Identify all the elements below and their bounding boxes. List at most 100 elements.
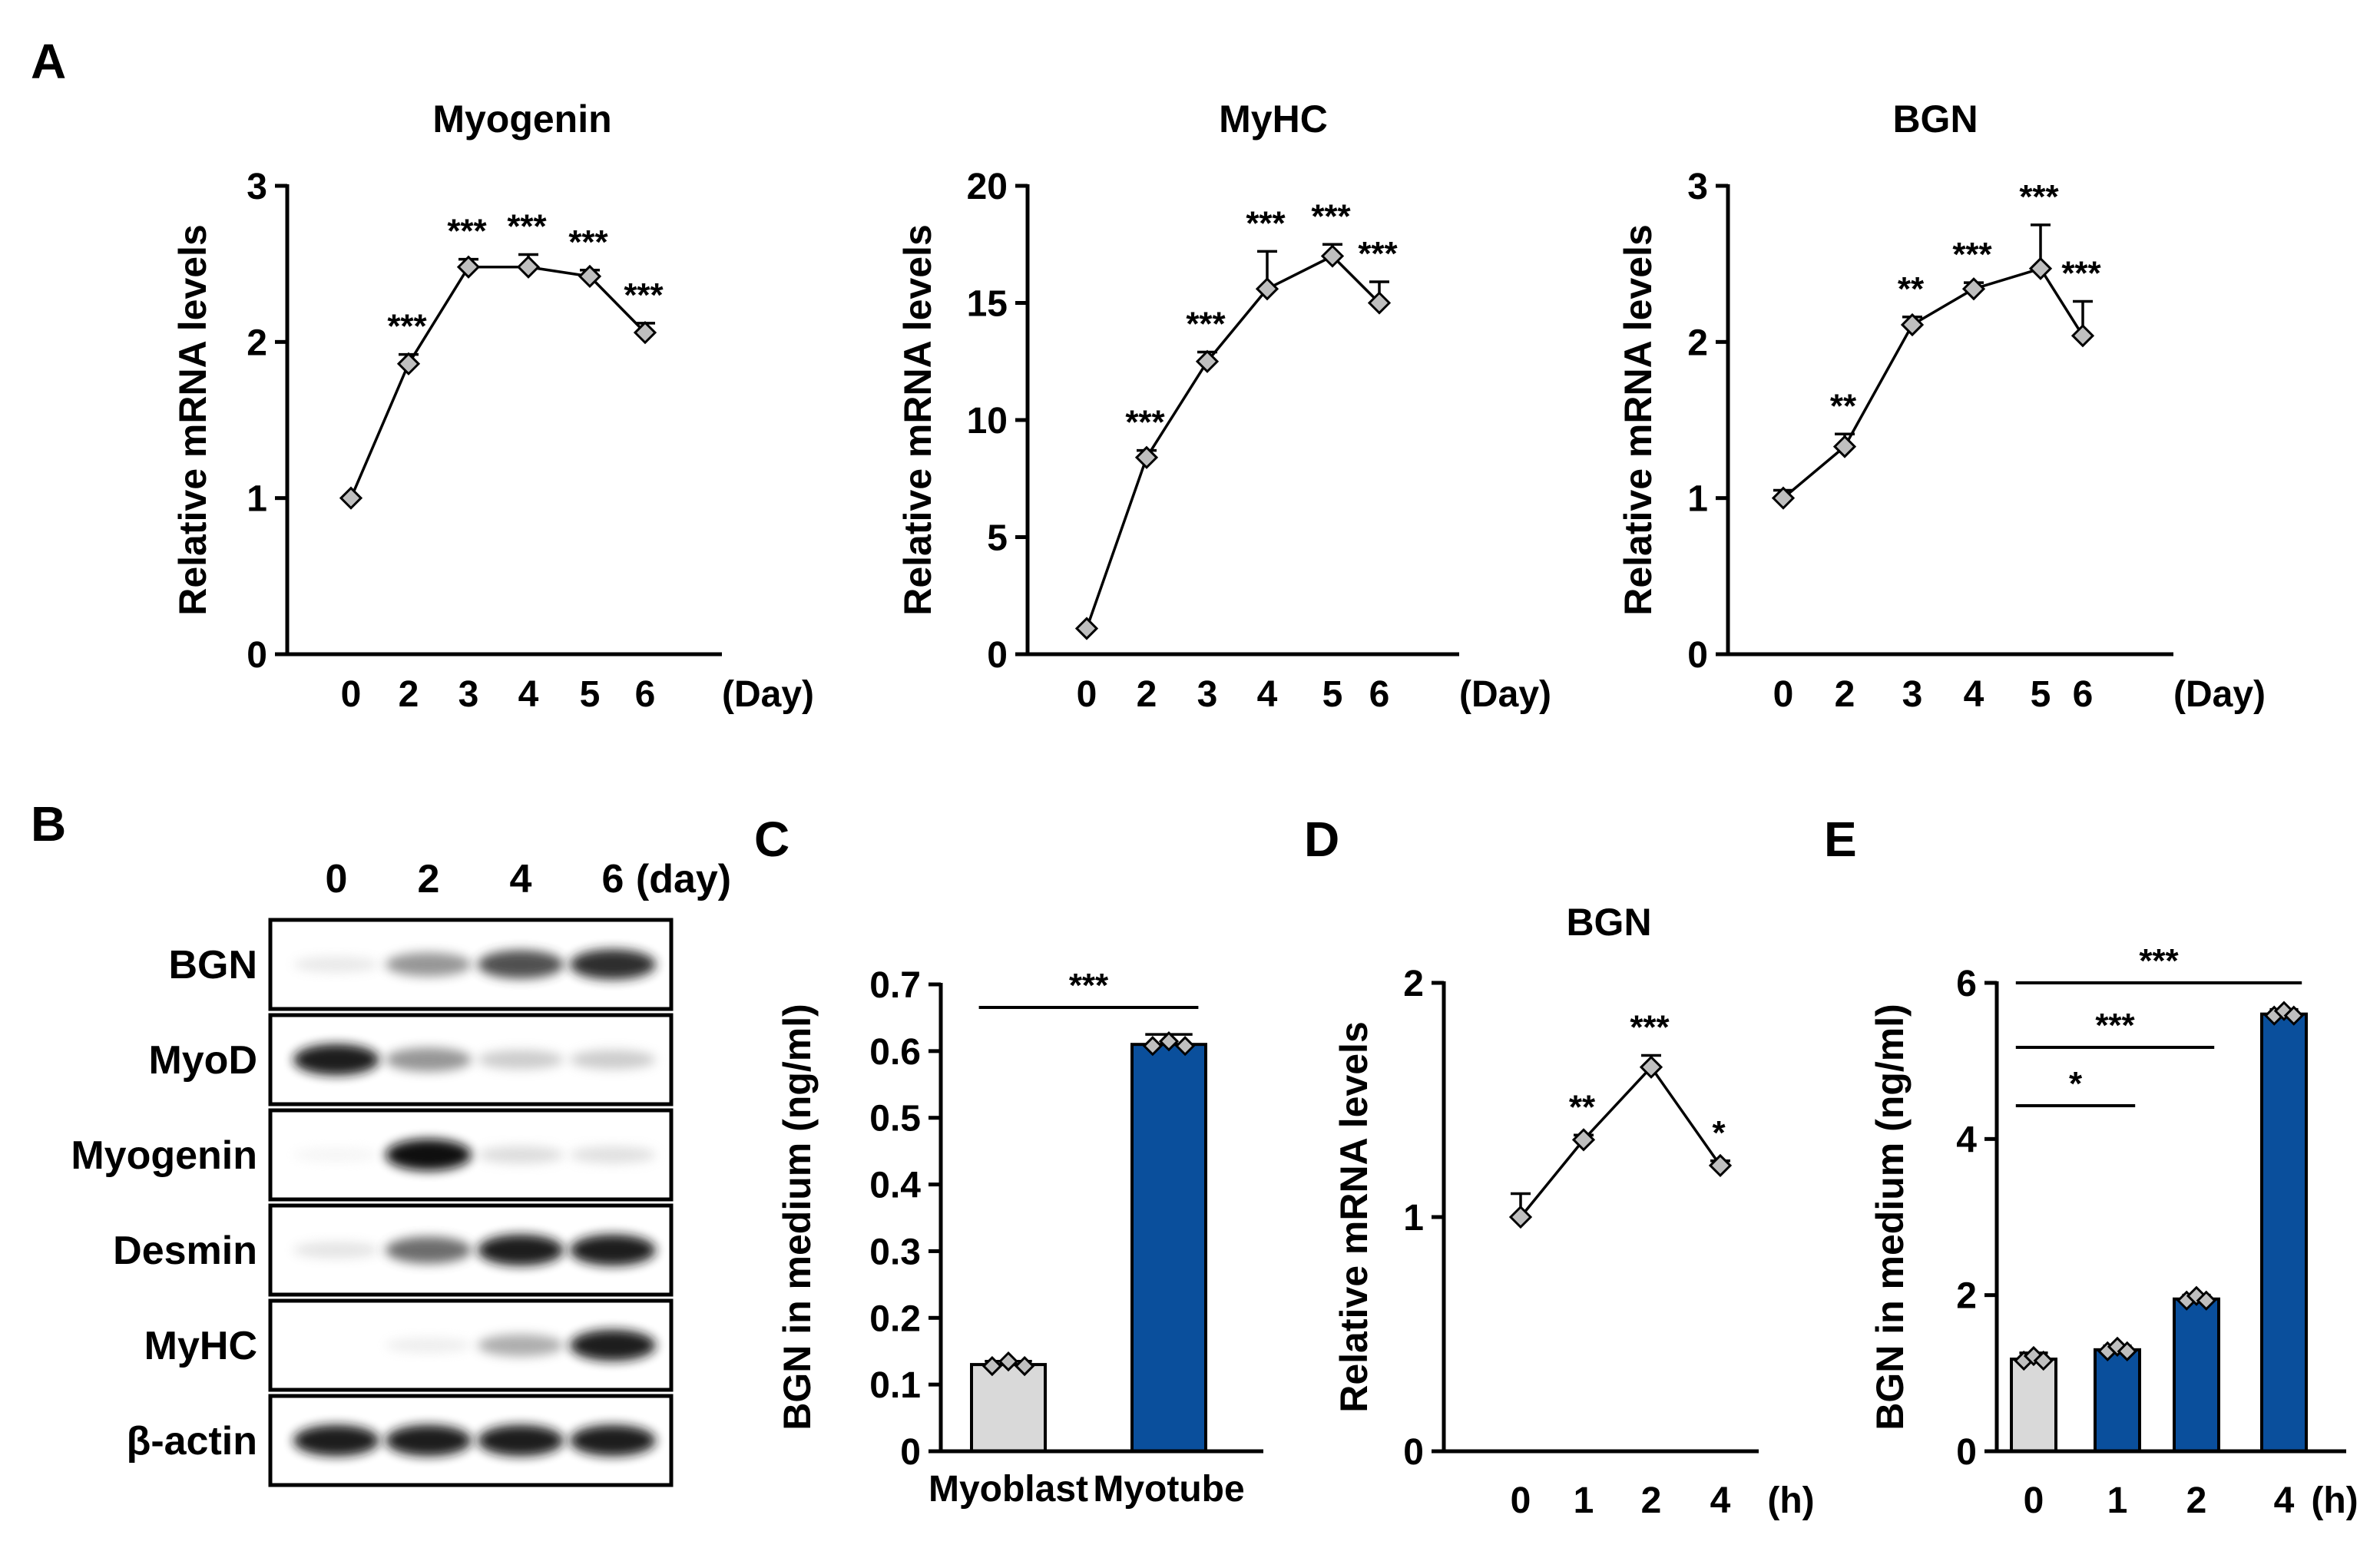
replicate-point: [998, 1351, 1019, 1372]
x-tick-label: Myoblast: [928, 1469, 1088, 1510]
data-point: [1195, 349, 1220, 373]
x-tick-label: 3: [1902, 674, 1923, 715]
chart-c-bgn-medium: 0 0.1 0.2 0.3 0.4 0.5 0.6 0.7 BGN in medium (ng/…: [776, 965, 1263, 1510]
y-tick-label: 2: [1956, 1276, 1977, 1317]
replicate-point: [2196, 1290, 2216, 1311]
significance-label: ***: [2139, 942, 2179, 980]
x-tick-label: 3: [1197, 674, 1218, 715]
panel-letter-d: D: [1304, 812, 1339, 867]
blot-band: [570, 1329, 656, 1361]
blot-band: [478, 1334, 564, 1357]
lane-label: 4: [510, 857, 532, 901]
y-axis-label: Relative mRNA levels: [896, 224, 939, 616]
significance-label: ***: [387, 308, 427, 346]
significance-label: ***: [624, 276, 664, 314]
data-point: [1639, 1055, 1663, 1079]
significance-label: ***: [1246, 204, 1286, 242]
x-tick-label: 3: [458, 674, 479, 715]
significance-label: ***: [2019, 178, 2059, 216]
y-tick-label: 0.3: [869, 1232, 921, 1272]
blot-band: [570, 1234, 656, 1266]
blot-row-label: MyoD: [148, 1038, 257, 1083]
y-axis-label: Relative mRNA levels: [1617, 224, 1660, 616]
panel-letter-b: B: [31, 796, 66, 852]
replicate-point: [2033, 1350, 2054, 1371]
blot-band: [570, 949, 656, 980]
x-tick-label: 1: [2107, 1480, 2128, 1521]
blot-band: [478, 1234, 564, 1266]
data-point: [339, 486, 363, 510]
bar: [2010, 1358, 2057, 1453]
bar: [2173, 1297, 2220, 1453]
series-line: [1782, 266, 2084, 500]
data-point: [1771, 486, 1796, 510]
y-tick-label: 0: [900, 1432, 921, 1473]
lane-label: 6: [602, 857, 624, 901]
x-tick-label: Myotube: [1093, 1469, 1244, 1510]
significance-label: ***: [1125, 404, 1165, 442]
data-point: [578, 264, 602, 289]
series-line: [1519, 1065, 1722, 1219]
y-tick-label: 1: [1687, 479, 1708, 520]
data-point: [2028, 256, 2053, 280]
significance-label: ***: [447, 213, 487, 250]
x-tick-label: 0: [2024, 1480, 2044, 1521]
significance-label: *: [2069, 1065, 2083, 1103]
data-point: [1508, 1205, 1533, 1229]
chart-title: BGN: [1892, 98, 1978, 141]
data-point: [1320, 244, 1345, 268]
x-tick-label: 0: [1077, 674, 1097, 715]
series-line: [1085, 254, 1381, 630]
y-tick-label: 0.5: [869, 1099, 921, 1140]
y-tick-label: 6: [1956, 964, 1977, 1004]
y-tick-label: 0: [1956, 1432, 1977, 1473]
blot-band: [293, 1424, 379, 1457]
x-tick-label: 0: [1773, 674, 1794, 715]
blot-row-label: MyHC: [144, 1324, 257, 1368]
data-point: [1708, 1153, 1733, 1178]
x-tick-label: 1: [1574, 1480, 1594, 1521]
x-tick-label: 2: [1835, 674, 1855, 715]
y-tick-label: 15: [967, 284, 1008, 325]
significance-label: ***: [2061, 254, 2101, 292]
x-tick-label: 6: [1369, 674, 1390, 715]
y-tick-label: 0.1: [869, 1365, 921, 1406]
y-tick-label: 0: [987, 635, 1008, 676]
blot-row-label: Desmin: [113, 1229, 257, 1273]
y-axis-label: Relative mRNA levels: [1332, 1021, 1375, 1413]
lane-label: 0: [326, 857, 348, 901]
x-tick-label: 2: [2186, 1480, 2207, 1521]
data-point: [1571, 1128, 1596, 1152]
chart-title: MyHC: [1219, 98, 1328, 141]
y-tick-label: 10: [967, 401, 1008, 442]
data-point: [633, 321, 657, 345]
x-unit-label: (Day): [1459, 674, 1551, 715]
panel-letter-c: C: [754, 812, 789, 867]
y-tick-label: 0.2: [869, 1298, 921, 1339]
x-tick-label: 2: [399, 674, 419, 715]
x-tick-label: 4: [2274, 1480, 2295, 1521]
significance-label: ***: [1358, 235, 1398, 273]
data-point: [1255, 277, 1279, 301]
y-tick-label: 1: [1403, 1198, 1424, 1239]
x-tick-label: 0: [341, 674, 362, 715]
y-tick-label: 0.4: [869, 1166, 921, 1206]
series-line: [349, 265, 647, 499]
x-tick-label: 2: [1137, 674, 1157, 715]
replicate-point: [1142, 1036, 1164, 1057]
x-tick-label: 2: [1641, 1480, 1662, 1521]
significance-label: ***: [1630, 1009, 1670, 1047]
western-blot-panel: 0 2 4 6 (day) BGN MyoD Myogenin Desmin MyHC β-acti…: [71, 857, 731, 1487]
y-tick-label: 3: [1687, 167, 1708, 207]
x-tick-label: 5: [2031, 674, 2051, 715]
x-unit-label: (Day): [2173, 674, 2266, 715]
replicate-point: [2283, 1005, 2304, 1026]
blot-band: [293, 1242, 379, 1259]
blot-band: [293, 1147, 379, 1163]
panel-letter-e: E: [1824, 812, 1857, 867]
blot-band: [478, 1050, 564, 1070]
